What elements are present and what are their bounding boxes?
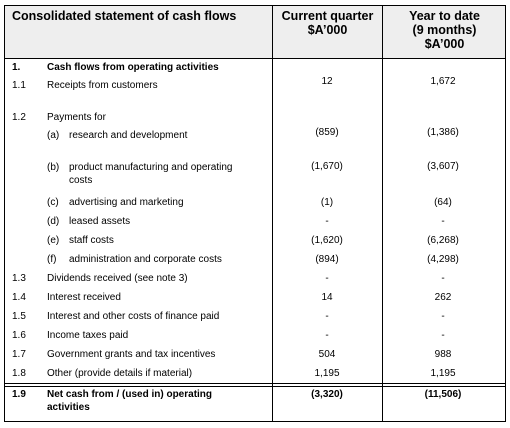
item-letter: (e): [47, 235, 60, 246]
year-to-date-value: (3,607): [427, 161, 459, 172]
current-quarter-value: -: [325, 216, 329, 227]
year-to-date-value: -: [441, 311, 445, 322]
row-label: Interest received: [47, 292, 121, 303]
row-label: Net cash from / (used in) operating acti…: [47, 389, 213, 413]
current-quarter-value: -: [325, 330, 329, 341]
row-number: 1.1: [12, 80, 26, 91]
current-quarter-value: -: [325, 311, 329, 322]
header-background: [5, 6, 505, 58]
current-quarter-value: -: [325, 273, 329, 284]
item-letter: (f): [47, 254, 57, 265]
row-label: Other (provide details if material): [47, 368, 193, 379]
column-line: [382, 5, 383, 422]
column-header: Year to date: [409, 9, 480, 23]
column-line: [272, 5, 273, 422]
current-quarter-value: (1,620): [311, 235, 343, 246]
row-label: administration and corporate costs: [69, 254, 222, 265]
row-number: 1.8: [12, 368, 26, 379]
row-label: Dividends received (see note 3): [47, 273, 188, 284]
table-title: Consolidated statement of cash flows: [12, 9, 237, 23]
current-quarter-value: (859): [315, 127, 339, 138]
row-label: leased assets: [69, 216, 131, 227]
year-to-date-value: -: [441, 330, 445, 341]
current-quarter-value: 1,195: [314, 368, 340, 379]
item-letter: (b): [47, 162, 60, 173]
row-label: Cash flows from operating activities: [47, 62, 219, 73]
row-label: Government grants and tax incentives: [47, 349, 216, 360]
current-quarter-value: (1,670): [311, 161, 343, 172]
year-to-date-value: (64): [434, 197, 452, 208]
current-quarter-value: 14: [321, 292, 333, 303]
header-rule: [4, 58, 506, 59]
year-to-date-value: 1,672: [430, 76, 456, 87]
row-number: 1.5: [12, 311, 26, 322]
column-header: $A’000: [307, 23, 348, 37]
column-header: Current quarter: [281, 9, 374, 23]
row-label: Payments for: [47, 112, 106, 123]
table-border: [4, 5, 506, 422]
current-quarter-value: (894): [315, 254, 339, 265]
year-to-date-value: (11,506): [424, 389, 462, 400]
row-label: staff costs: [69, 235, 114, 246]
year-to-date-value: (6,268): [427, 235, 459, 246]
item-letter: (c): [47, 197, 59, 208]
row-label: product manufacturing and operating cost…: [69, 162, 233, 186]
year-to-date-value: -: [441, 273, 445, 284]
year-to-date-value: (1,386): [427, 127, 459, 138]
row-label: Interest and other costs of finance paid: [47, 311, 220, 322]
year-to-date-value: (4,298): [427, 254, 459, 265]
total-rule: [4, 383, 506, 384]
row-label: Receipts from customers: [47, 80, 158, 91]
column-header: (9 months): [412, 23, 477, 37]
current-quarter-value: 12: [321, 76, 333, 87]
current-quarter-value: (3,320): [311, 389, 343, 400]
total-rule: [4, 386, 506, 387]
row-number: 1.4: [12, 292, 26, 303]
row-number: 1.9: [12, 389, 26, 400]
year-to-date-value: 1,195: [430, 368, 456, 379]
item-letter: (a): [47, 130, 60, 141]
current-quarter-value: (1): [320, 197, 334, 208]
row-label: Income taxes paid: [47, 330, 129, 341]
year-to-date-value: 988: [434, 349, 452, 360]
row-number: 1.: [12, 62, 21, 73]
row-label: advertising and marketing: [69, 197, 184, 208]
column-header: $A’000: [424, 37, 465, 51]
item-letter: (d): [47, 216, 60, 227]
row-number: 1.6: [12, 330, 26, 341]
row-number: 1.3: [12, 273, 26, 284]
current-quarter-value: 504: [318, 349, 336, 360]
year-to-date-value: 262: [434, 292, 452, 303]
row-label: research and development: [69, 130, 188, 141]
row-number: 1.2: [12, 112, 26, 123]
year-to-date-value: -: [441, 216, 445, 227]
row-number: 1.7: [12, 349, 26, 360]
